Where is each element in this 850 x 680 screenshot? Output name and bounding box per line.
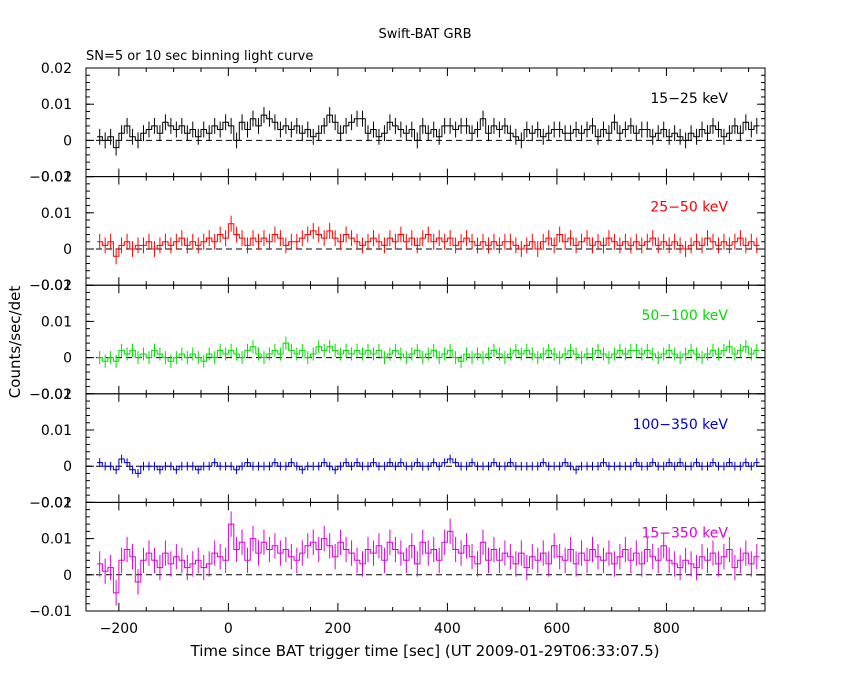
band-label: 15−350 keV — [641, 525, 728, 541]
panel-frame — [85, 284, 766, 395]
y-axis-label: Counts/sec/det — [6, 286, 24, 399]
y-tick-label: 0 — [63, 242, 72, 258]
y-tick-label: −0.01 — [29, 604, 72, 620]
y-tick-label: 0.01 — [41, 206, 72, 222]
y-tick-label: −0.01 — [29, 170, 72, 186]
y-tick-label: 0.01 — [41, 97, 72, 113]
y-tick-label: −0.01 — [29, 495, 72, 511]
x-tick-label: 800 — [653, 621, 680, 637]
panel-frame — [85, 501, 766, 612]
panel-frame — [85, 393, 766, 503]
panel-4: −0.01 0 0.01 0.02 15−350 keV — [29, 495, 766, 620]
light-curve-1 — [97, 223, 760, 257]
y-tick-label: 0.02 — [41, 170, 72, 186]
panel-0: −0.01 0 0.01 0.02 15−25 keV — [29, 61, 766, 186]
panel-frame — [85, 67, 766, 178]
x-tick-label: 0 — [224, 621, 233, 637]
y-tick-label: 0 — [63, 459, 72, 475]
panels-group: −0.01 0 0.01 0.02 15−25 keV −0.01 0 0.01 0.02 25−… — [29, 61, 766, 637]
light-curve-3 — [97, 458, 760, 474]
panel-2: −0.01 0 0.01 0.02 50−100 keV — [29, 278, 766, 403]
y-tick-label: 0 — [63, 133, 72, 149]
band-label: 25−50 keV — [650, 200, 728, 216]
y-tick-label: 0 — [63, 351, 72, 367]
panel-3: −0.01 0 0.01 0.02 100−350 keV — [29, 387, 766, 511]
y-tick-label: 0.02 — [41, 278, 72, 294]
y-tick-label: 0.01 — [41, 423, 72, 439]
chart-subtitle: SN=5 or 10 sec binning light curve — [86, 49, 313, 64]
chart-title: Swift-BAT GRB — [378, 27, 471, 42]
x-axis-label: Time since BAT trigger time [sec] (UT 20… — [190, 642, 660, 660]
x-tick-label: 200 — [325, 621, 352, 637]
y-tick-label: 0.01 — [41, 314, 72, 330]
x-tick-label: −200 — [100, 621, 138, 637]
band-label: 50−100 keV — [641, 308, 728, 324]
panel-frame — [85, 176, 766, 286]
y-tick-label: −0.01 — [29, 278, 72, 294]
band-label: 15−25 keV — [650, 91, 728, 107]
y-tick-label: 0.02 — [41, 495, 72, 511]
x-tick-label: 600 — [544, 621, 571, 637]
y-tick-label: −0.01 — [29, 387, 72, 403]
light-curve-2 — [97, 342, 760, 362]
x-tick-label: 400 — [434, 621, 461, 637]
y-tick-label: 0.02 — [41, 61, 72, 77]
y-tick-label: 0.01 — [41, 532, 72, 548]
y-tick-label: 0.02 — [41, 387, 72, 403]
panel-1: −0.01 0 0.01 0.02 25−50 keV — [29, 170, 766, 294]
y-tick-label: 0 — [63, 568, 72, 584]
band-label: 100−350 keV — [633, 417, 729, 433]
